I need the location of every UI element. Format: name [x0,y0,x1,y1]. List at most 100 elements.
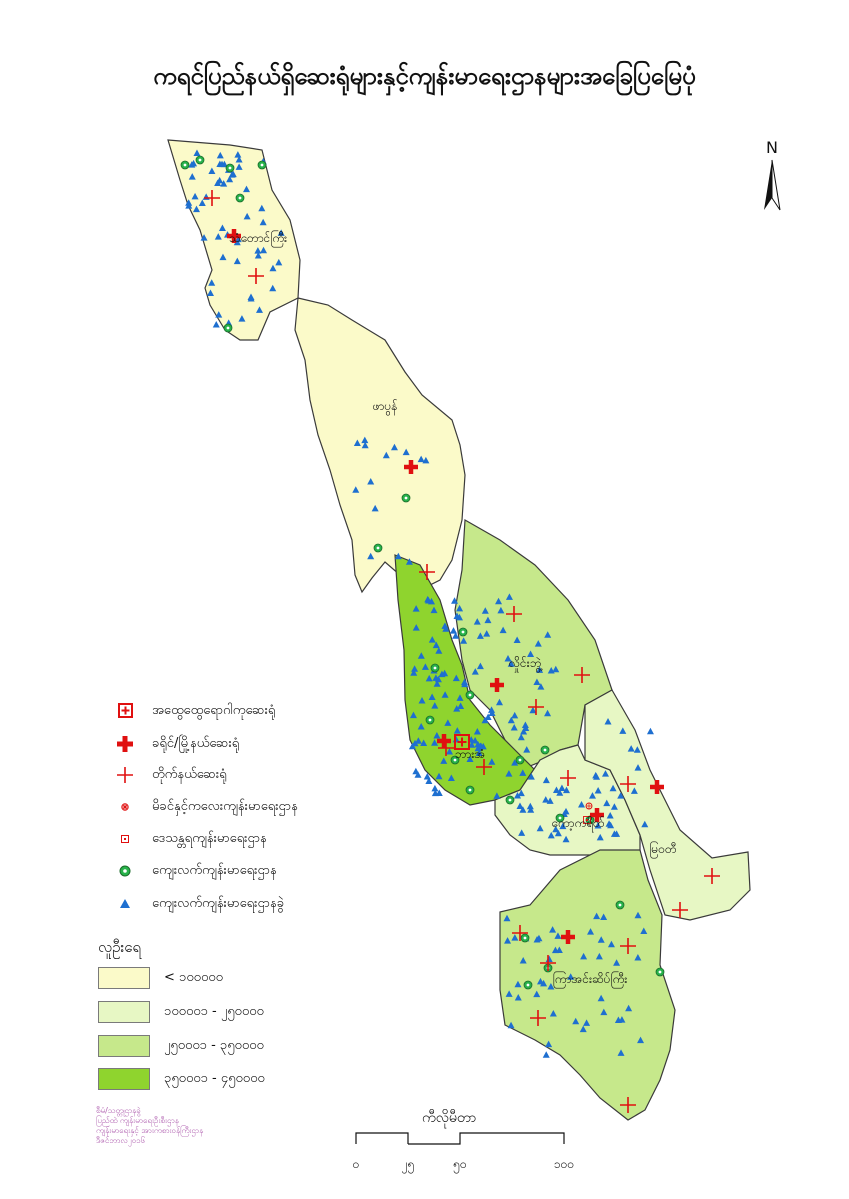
rural-health-subcenter-marker [613,959,621,966]
rural-health-subcenter-marker [547,982,555,990]
rural-health-subcenter-marker [484,616,492,624]
rural-health-subcenter-marker [488,706,496,713]
rural-health-subcenter-marker [641,820,649,828]
source-line: ပြည်ထဲ ကျန်းမာရေးဦးစီးဌာန [96,1116,179,1125]
district-hospital-icon [117,736,133,752]
rural-health-subcenter-marker [229,170,237,178]
rural-health-subcenter-marker [259,218,267,226]
district-label: မြဝတီ [649,840,676,859]
rural-health-subcenter-marker [542,776,550,784]
district-hospital-marker [227,229,241,243]
rural-health-subcenter-marker [435,772,443,780]
rural-health-subcenter-marker [258,204,266,212]
rural-health-subcenter-marker [545,1040,553,1048]
rural-health-center-marker [257,160,267,170]
rural-health-center-marker [520,933,530,943]
legend-item-district-hospital: ခရိုင်/မြို့နယ်ဆေးရုံ [112,733,239,755]
rural-health-subcenter-marker [191,192,199,200]
rural-health-subcenter-marker [428,636,436,643]
rural-health-subcenter-marker [185,202,193,209]
rural-health-subcenter-marker [527,773,535,780]
rural-health-subcenter-marker [593,912,601,920]
scale-bar: ကီလိုမီတာ ၀ ၂၅ ၅၀ ၁၀၀ [350,1100,590,1180]
rural-health-subcenter-marker [193,149,201,157]
rural-health-subcenter-marker [457,702,465,709]
rural-health-subcenter-marker [218,160,226,168]
rural-health-subcenter-marker [521,721,529,729]
source-note: စီမံ/သတ္တုဌာနခွဲ ပြည်ထဲ ကျန်းမာရေးဦးစီးဌ… [96,1106,296,1146]
rural-health-subcenter-marker [425,674,433,682]
district-label: ဖာပွန် [373,398,398,416]
rural-health-subcenter-marker [410,669,418,676]
rural-health-center-marker [223,323,233,333]
rural-health-subcenter-marker [514,791,522,799]
rural-health-subcenter-marker [546,797,554,804]
rural-health-subcenter-marker [507,660,515,667]
rural-health-subcenter-marker [527,650,535,657]
rural-health-subcenter-marker [627,745,635,752]
rural-health-subcenter-marker [567,973,575,980]
rural-health-subcenter-marker [607,821,615,829]
rural-health-center-marker [225,163,235,173]
population-legend-title: လူဦးရေ [98,938,141,956]
rural-health-subcenter-marker [260,246,268,254]
rural-health-subcenter-marker [361,436,369,444]
rural-health-center-marker [195,155,205,165]
rural-health-subcenter-marker [596,833,604,841]
rural-health-subcenter-icon [120,899,130,908]
station-hospital-marker [506,606,522,622]
rural-health-subcenter-marker [587,928,595,935]
rural-health-subcenter-marker [409,711,417,719]
rural-health-subcenter-marker [634,954,642,961]
rural-health-subcenter-marker [434,675,442,683]
rural-health-subcenter-marker [200,234,208,241]
rural-health-subcenter-marker [552,786,560,793]
rural-health-subcenter-marker [423,773,431,780]
rural-health-subcenter-marker [511,711,519,719]
general-hospital-icon [118,703,133,718]
station-hospital-marker [620,776,636,792]
rural-health-subcenter-marker [452,674,460,682]
rural-health-center-marker [401,493,411,503]
legend-label: ခရိုင်/မြို့နယ်ဆေးရုံ [152,735,240,751]
rural-health-subcenter-marker [198,199,206,207]
rural-health-subcenter-marker [536,824,544,832]
rural-health-subcenter-marker [476,742,484,750]
district-hospital-marker [490,678,504,692]
rural-health-subcenter-marker [526,802,534,810]
rural-health-subcenter-marker [367,477,375,485]
legend-item-general-hospital: အထွေထွေရောဂါကုဆေးရုံ [112,700,275,722]
rural-health-center-marker [515,755,525,765]
rural-health-center-marker [373,543,383,553]
map-title: ကရင်ပြည်နယ်ရှိဆေးရုံများနှင့်ကျန်းမာရေးဌ… [153,62,696,90]
rural-health-subcenter-marker [534,640,542,647]
rural-health-subcenter-marker [208,279,216,286]
rural-health-subcenter-marker [519,806,527,813]
rural-health-subcenter-marker [619,727,627,734]
rural-health-subcenter-marker [418,697,426,704]
rural-health-subcenter-marker [277,229,285,236]
rural-health-subcenter-marker [428,693,436,700]
station-hospital-marker [476,759,492,775]
legend-item-rural-health-center: ကျေးလက်ကျန်းမာရေးဌာန [112,860,277,882]
rural-health-subcenter-marker [212,321,220,328]
rural-health-subcenter-marker [646,727,654,735]
rural-health-subcenter-marker [617,1049,625,1056]
general-hospital-marker [454,734,470,750]
rural-health-subcenter-marker [367,552,375,560]
rural-health-subcenter-marker [254,252,262,259]
district-polygon [499,849,676,1121]
rural-health-subcenter-marker [595,952,603,960]
population-class-label: ၃၅၀၀၀၁ - ၄၅၀၀၀၀ [164,1070,265,1086]
rural-health-subcenter-marker [233,257,241,265]
population-swatch [98,1068,150,1090]
rural-health-subcenter-marker [504,937,512,944]
rural-health-subcenter-marker [275,258,283,266]
rural-health-subcenter-marker [431,739,439,746]
rural-health-subcenter-marker [556,789,564,796]
rural-health-center-marker [430,663,440,673]
rural-health-subcenter-marker [514,994,522,1001]
rural-health-subcenter-marker [425,777,433,785]
rural-health-subcenter-marker [473,728,481,735]
rural-health-subcenter-marker [549,926,557,933]
